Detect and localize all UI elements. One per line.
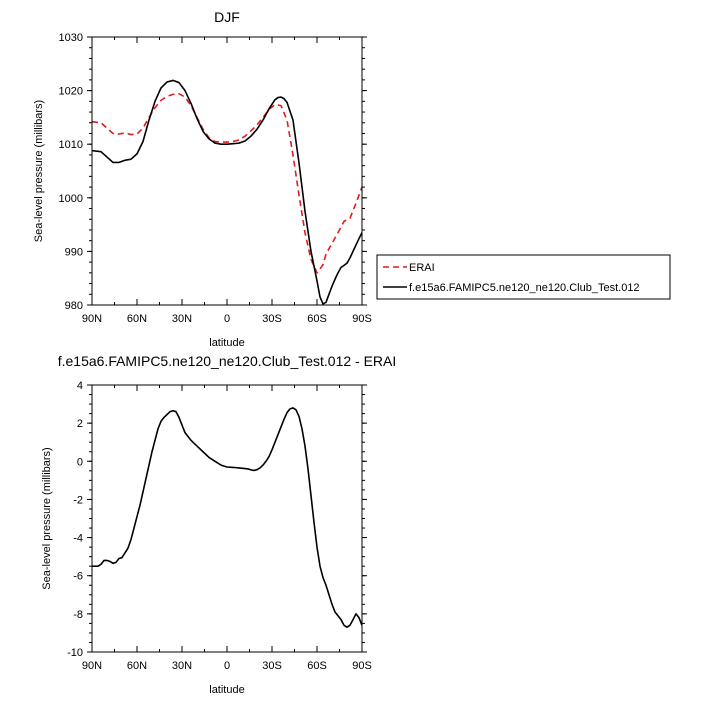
y-tick-label: -2 xyxy=(73,494,83,506)
x-tick-label: 0 xyxy=(224,660,230,672)
legend-label-2: f.e15a6.FAMIPC5.ne120_ne120.Club_Test.01… xyxy=(409,282,640,294)
y-tick-label: 1010 xyxy=(59,139,83,151)
chart-panel-1: DJF 90N 60N 30N 0 30S 60S 90S 980 990 1000 1010 1020… xyxy=(33,9,671,349)
y-tick-label: -8 xyxy=(73,609,83,621)
x-tick-label: 60S xyxy=(307,313,327,325)
chart-title: f.e15a6.FAMIPC5.ne120_ne120.Club_Test.01… xyxy=(58,353,397,369)
plot-frame xyxy=(91,384,363,653)
series-line-1 xyxy=(92,407,363,629)
chart-title: DJF xyxy=(214,9,240,25)
x-axis-label: latitude xyxy=(209,684,244,696)
legend: ERAI f.e15a6.FAMIPC5.ne120_ne120.Club_Tes… xyxy=(376,254,671,300)
x-tick-label: 60N xyxy=(127,660,147,672)
series-line-2 xyxy=(91,79,363,305)
y-tick-label: 4 xyxy=(77,380,83,392)
y-tick-label: 1030 xyxy=(59,32,83,44)
x-tick-label: 30N xyxy=(172,313,192,325)
series-line-1 xyxy=(91,93,363,274)
y-tick-label: 1020 xyxy=(59,86,83,98)
y-axis-label: Sea-level pressure (millibars) xyxy=(41,447,53,589)
y-tick-label: 0 xyxy=(77,456,83,468)
x-tick-label: 90N xyxy=(82,660,102,672)
x-axis-label: latitude xyxy=(209,337,244,349)
y-tick-label: -10 xyxy=(67,647,83,659)
x-tick-label: 60S xyxy=(307,660,327,672)
y-tick-label: 2 xyxy=(77,418,83,430)
x-tick-label: 90S xyxy=(352,660,372,672)
chart-panel-2: f.e15a6.FAMIPC5.ne120_ne120.Club_Test.01… xyxy=(41,353,396,696)
x-tick-label: 90N xyxy=(82,313,102,325)
y-tick-label: -6 xyxy=(73,571,83,583)
y-axis-label: Sea-level pressure (millibars) xyxy=(33,100,45,242)
y-tick-label: -4 xyxy=(73,533,83,545)
y-tick-label: 990 xyxy=(65,246,83,258)
x-tick-label: 0 xyxy=(224,313,230,325)
legend-label-1: ERAI xyxy=(409,262,435,274)
y-tick-label: 980 xyxy=(65,300,83,312)
x-tick-label: 30S xyxy=(262,313,282,325)
legend-box xyxy=(376,254,671,300)
x-tick-label: 60N xyxy=(127,313,147,325)
x-tick-label: 90S xyxy=(352,313,372,325)
x-tick-label: 30S xyxy=(262,660,282,672)
x-tick-label: 30N xyxy=(172,660,192,672)
plot-frame xyxy=(91,36,363,306)
y-tick-label: 1000 xyxy=(59,193,83,205)
